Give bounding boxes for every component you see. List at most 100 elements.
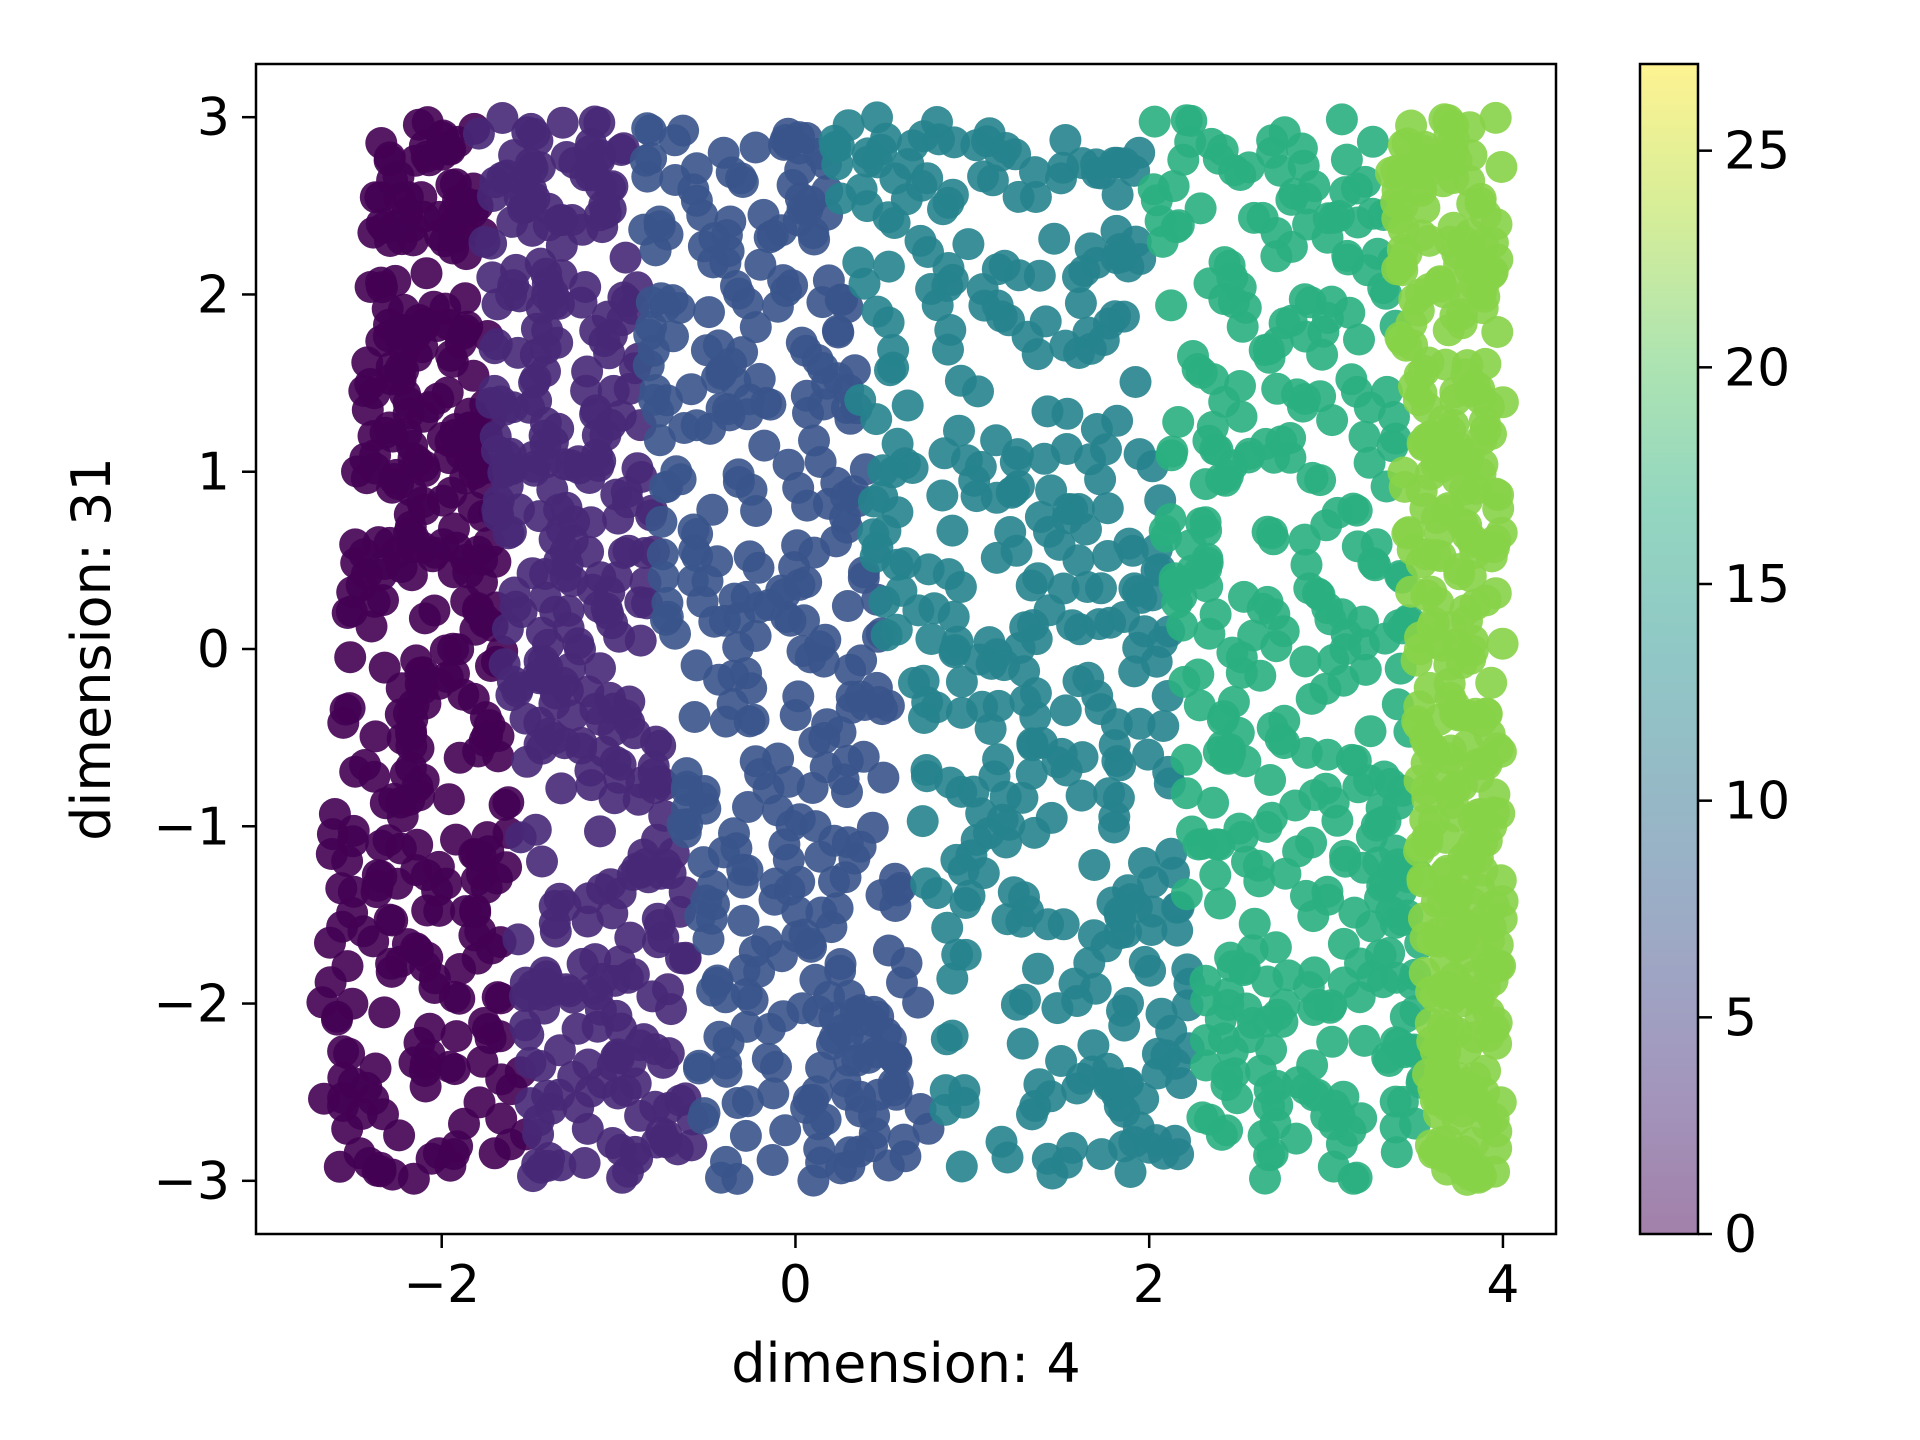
scatter-point xyxy=(1128,847,1160,879)
scatter-point xyxy=(397,224,430,257)
scatter-point xyxy=(488,788,521,821)
scatter-point xyxy=(448,193,481,226)
scatter-point xyxy=(1406,862,1439,895)
scatter-point xyxy=(932,558,965,591)
scatter-point xyxy=(732,791,764,823)
scatter-point xyxy=(1015,757,1048,790)
scatter-point xyxy=(1106,994,1138,1027)
scatter-point xyxy=(710,219,743,252)
scatter-point xyxy=(1206,703,1239,736)
scatter-point xyxy=(640,725,672,758)
scatter-point xyxy=(479,420,512,453)
scatter-point xyxy=(833,1150,866,1183)
scatter-point xyxy=(856,811,889,844)
scatter-point xyxy=(1405,174,1438,207)
scatter-point xyxy=(470,871,503,904)
scatter-point xyxy=(967,160,1000,193)
scatter-point xyxy=(1429,348,1462,381)
colorbar-tick-label: 25 xyxy=(1724,122,1790,182)
scatter-point xyxy=(1480,1132,1513,1165)
scatter-point xyxy=(1290,182,1322,215)
scatter-point xyxy=(848,267,881,300)
scatter-point xyxy=(460,838,493,871)
scatter-point xyxy=(1379,1111,1412,1144)
scatter-point xyxy=(772,117,805,150)
scatter-point xyxy=(1377,854,1410,887)
scatter-point xyxy=(565,286,598,319)
scatter-point xyxy=(1403,358,1436,391)
scatter-point xyxy=(1330,143,1363,176)
scatter-point xyxy=(544,1149,577,1182)
scatter-point xyxy=(440,1020,473,1053)
scatter-point xyxy=(1056,1132,1089,1164)
scatter-point xyxy=(1268,307,1301,340)
scatter-point xyxy=(1202,736,1235,769)
scatter-point xyxy=(680,152,713,185)
scatter-point xyxy=(835,680,868,713)
scatter-point xyxy=(1269,857,1302,890)
scatter-point xyxy=(538,889,571,922)
scatter-point xyxy=(686,199,719,232)
scatter-point xyxy=(1009,684,1042,717)
scatter-point xyxy=(358,585,391,618)
scatter-point xyxy=(1335,363,1368,396)
scatter-point xyxy=(792,397,824,429)
scatter-point xyxy=(930,1023,963,1056)
scatter-point xyxy=(675,1129,708,1162)
scatter-point xyxy=(644,857,677,890)
scatter-point xyxy=(355,610,388,643)
scatter-point xyxy=(726,866,759,899)
scatter-point xyxy=(1354,715,1387,748)
scatter-point xyxy=(357,1083,390,1116)
scatter-point xyxy=(915,623,948,655)
scatter-point xyxy=(692,923,725,956)
scatter-point xyxy=(1447,224,1480,257)
scatter-point xyxy=(529,355,561,388)
scatter-point xyxy=(397,1162,430,1195)
scatter-point xyxy=(451,310,484,343)
scatter-point xyxy=(891,389,924,422)
scatter-point xyxy=(378,463,411,495)
scatter-point xyxy=(1428,103,1461,136)
scatter-point xyxy=(866,480,899,513)
scatter-point xyxy=(1400,644,1433,677)
scatter-point xyxy=(604,748,637,781)
scatter-point xyxy=(375,947,408,980)
colorbar-gradient xyxy=(1640,64,1698,1234)
scatter-point xyxy=(1123,707,1156,740)
scatter-point xyxy=(1204,887,1236,920)
scatter-point xyxy=(733,705,766,738)
scatter-point xyxy=(824,948,857,980)
scatter-point xyxy=(1306,338,1339,371)
scatter-point xyxy=(651,384,683,417)
scatter-point xyxy=(1301,577,1334,610)
scatter-point xyxy=(1090,433,1122,466)
scatter-point xyxy=(1453,438,1485,470)
scatter-point xyxy=(765,940,798,973)
scatter-point xyxy=(1216,950,1249,983)
scatter-point xyxy=(881,427,914,460)
scatter-point xyxy=(509,702,542,735)
scatter-point xyxy=(579,943,612,976)
scatter-point xyxy=(366,271,398,304)
scatter-point xyxy=(1364,939,1397,972)
scatter-point xyxy=(786,635,819,668)
scatter-point xyxy=(1317,786,1350,819)
scatter-point xyxy=(711,393,744,426)
scatter-point xyxy=(1208,246,1241,279)
scatter-point xyxy=(1138,105,1171,138)
scatter-point xyxy=(861,295,894,328)
scatter-point xyxy=(1190,552,1223,585)
scatter-point xyxy=(562,627,595,660)
scatter-point xyxy=(608,537,640,569)
scatter-point xyxy=(1084,463,1117,496)
y-tick-label: 1 xyxy=(197,443,230,503)
scatter-point xyxy=(989,780,1022,813)
scatter-point xyxy=(466,1045,499,1078)
scatter-point xyxy=(1077,1029,1110,1062)
scatter-point xyxy=(1136,895,1169,928)
scatter-point xyxy=(400,644,433,677)
scatter-point xyxy=(546,106,579,139)
scatter-point xyxy=(1479,577,1512,610)
scatter-point xyxy=(1175,104,1208,137)
